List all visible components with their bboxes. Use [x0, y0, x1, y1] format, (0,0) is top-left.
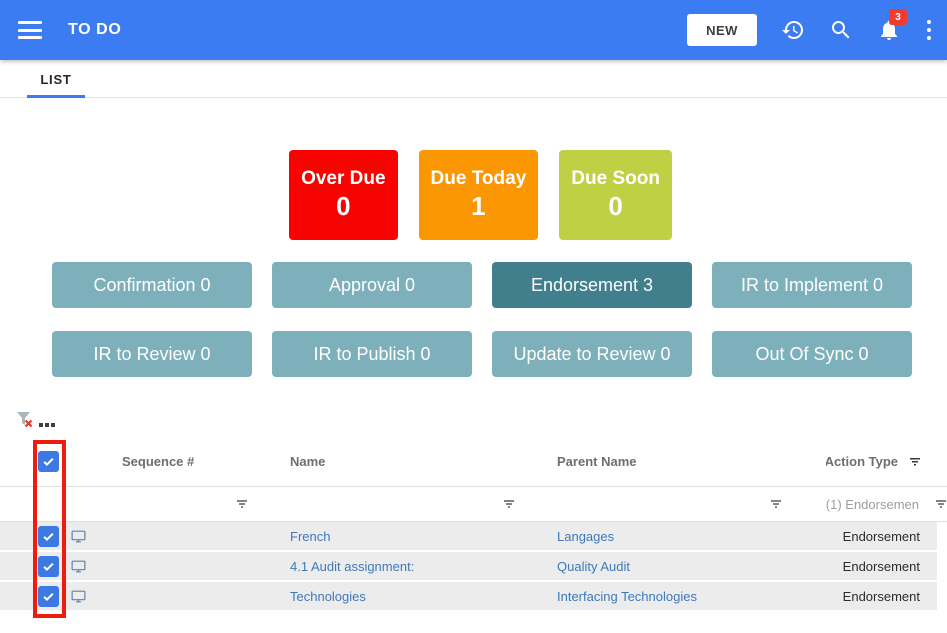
active-tab-indicator — [27, 95, 85, 98]
parent-name-link[interactable]: Interfacing Technologies — [557, 588, 697, 604]
parent-name-link[interactable]: Langages — [557, 528, 615, 544]
action-type-value: Endorsement — [842, 528, 920, 544]
action-type-value: Endorsement — [842, 588, 920, 604]
name-link[interactable]: 4.1 Audit assignment: — [290, 558, 415, 574]
row-checkbox[interactable] — [38, 585, 59, 607]
column-header-action-type[interactable]: Action Type — [826, 454, 898, 469]
card-due-soon[interactable]: Due Soon 0 — [559, 150, 672, 240]
summary-cards: Over Due 0 Due Today 1 Due Soon 0 — [0, 150, 947, 240]
select-all-checkbox[interactable] — [38, 451, 59, 472]
page-title: TO DO — [68, 21, 122, 38]
filter-icon[interactable] — [503, 498, 515, 510]
card-over-due[interactable]: Over Due 0 — [289, 150, 398, 240]
grid-filter-row: (1) Endorsemen — [0, 487, 947, 522]
table-row[interactable]: Technologies Interfacing Technologies En… — [0, 582, 937, 612]
category-endorsement[interactable]: Endorsement 3 — [492, 262, 692, 308]
history-icon[interactable] — [781, 18, 805, 42]
card-label: Over Due — [301, 168, 386, 189]
category-out-of-sync[interactable]: Out Of Sync 0 — [712, 331, 912, 377]
card-label: Due Soon — [571, 168, 660, 189]
category-ir-to-implement[interactable]: IR to Implement 0 — [712, 262, 912, 308]
card-count: 0 — [608, 191, 623, 221]
grid-header-row: Sequence # Name Parent Name Action Type — [0, 437, 947, 487]
category-row-2: IR to Review 0 IR to Publish 0 Update to… — [52, 331, 912, 377]
column-header-parent-name[interactable]: Parent Name — [557, 454, 637, 469]
action-type-value: Endorsement — [842, 558, 920, 574]
category-update-to-review[interactable]: Update to Review 0 — [492, 331, 692, 377]
search-icon[interactable] — [829, 18, 853, 42]
clear-filter-icon[interactable] — [15, 410, 35, 434]
tab-bar: LIST — [0, 60, 947, 98]
more-options-ellipsis-icon[interactable] — [39, 423, 55, 427]
parent-name-link[interactable]: Quality Audit — [557, 558, 630, 574]
category-ir-to-publish[interactable]: IR to Publish 0 — [272, 331, 472, 377]
filter-icon[interactable] — [935, 498, 947, 510]
table-row[interactable]: French Langages Endorsement — [0, 522, 937, 552]
monitor-icon[interactable] — [70, 588, 110, 605]
table-row[interactable]: 4.1 Audit assignment: Quality Audit Endo… — [0, 552, 937, 582]
category-approval[interactable]: Approval 0 — [272, 262, 472, 308]
menu-icon[interactable] — [18, 21, 42, 39]
todo-grid: Sequence # Name Parent Name Action Type … — [0, 437, 947, 612]
notifications-icon[interactable]: 3 — [877, 9, 907, 42]
card-due-today[interactable]: Due Today 1 — [418, 150, 539, 240]
category-confirmation[interactable]: Confirmation 0 — [52, 262, 252, 308]
kebab-menu-icon[interactable] — [927, 20, 931, 40]
monitor-icon[interactable] — [70, 528, 110, 545]
tab-list[interactable]: LIST — [40, 71, 72, 87]
notification-badge: 3 — [889, 9, 907, 25]
card-count: 0 — [336, 191, 351, 221]
name-link[interactable]: Technologies — [290, 588, 366, 604]
column-header-sequence[interactable]: Sequence # — [122, 454, 195, 469]
name-link[interactable]: French — [290, 528, 331, 544]
column-header-name[interactable]: Name — [290, 454, 326, 469]
card-count: 1 — [471, 191, 486, 221]
category-row-1: Confirmation 0 Approval 0 Endorsement 3 … — [52, 262, 912, 308]
monitor-icon[interactable] — [70, 558, 110, 575]
category-ir-to-review[interactable]: IR to Review 0 — [52, 331, 252, 377]
row-checkbox[interactable] — [38, 525, 59, 547]
card-label: Due Today — [430, 168, 527, 189]
filter-icon[interactable] — [770, 498, 782, 510]
filter-icon[interactable] — [236, 498, 248, 510]
action-type-filter-value[interactable]: (1) Endorsemen — [826, 496, 919, 512]
filter-icon[interactable] — [908, 456, 922, 468]
new-button[interactable]: NEW — [687, 14, 757, 46]
app-header: TO DO NEW 3 — [0, 0, 947, 60]
row-checkbox[interactable] — [38, 555, 59, 577]
